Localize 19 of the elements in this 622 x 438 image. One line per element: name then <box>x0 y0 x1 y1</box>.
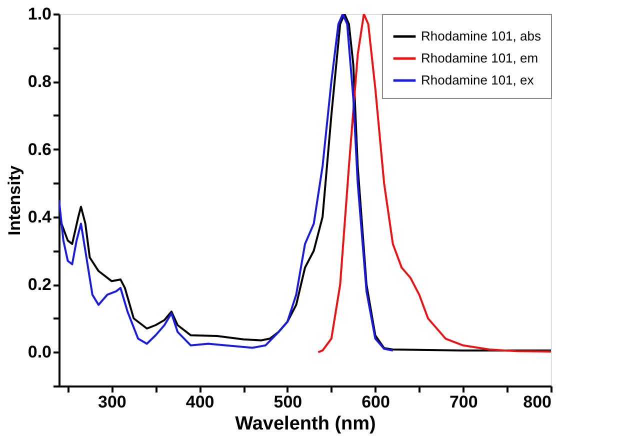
x-tick-label: 700 <box>449 392 478 412</box>
x-tick-label: 300 <box>98 392 126 412</box>
legend-label: Rhodamine 101, ex <box>421 72 534 88</box>
y-tick-label: 0.8 <box>28 72 52 92</box>
x-tick-label: 600 <box>362 392 390 412</box>
line-series <box>59 14 394 352</box>
y-tick-label: 1.0 <box>28 4 52 24</box>
y-tick-label: 0.4 <box>28 207 52 226</box>
x-tick-label: 500 <box>274 392 302 412</box>
x-tick-label: 400 <box>186 392 214 412</box>
x-axis-title: Wavelenth (nm) <box>235 414 376 434</box>
x-tick-label: 800 <box>523 392 552 412</box>
line-series <box>317 14 551 354</box>
y-tick-label: 0.2 <box>28 275 52 294</box>
y-axis-title: Intensity <box>4 165 24 236</box>
legend-label: Rhodamine 101, em <box>421 50 538 66</box>
legend-label: Rhodamine 101, abs <box>421 28 542 44</box>
y-tick-label: 0.6 <box>28 140 52 159</box>
y-tick-label: 0.0 <box>28 342 52 362</box>
